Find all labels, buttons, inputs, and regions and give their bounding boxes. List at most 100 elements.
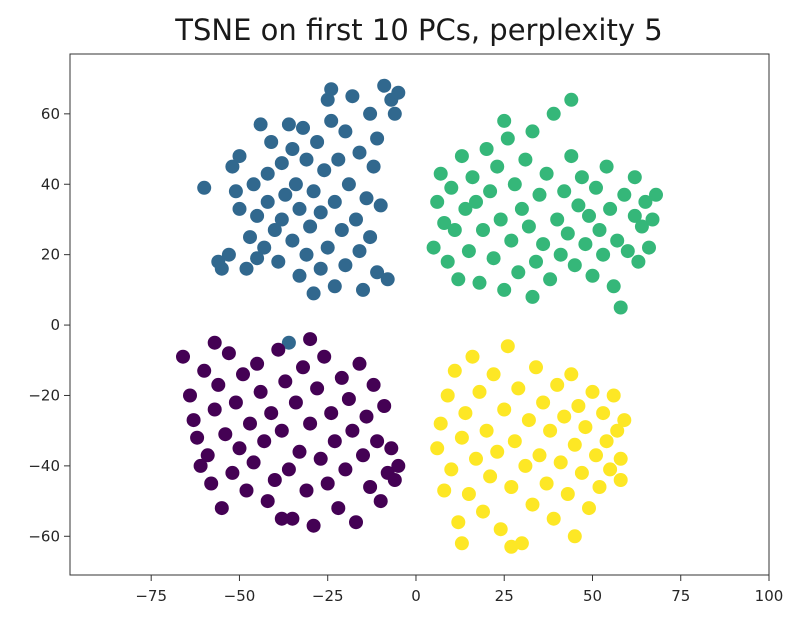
scatter-point bbox=[490, 444, 505, 459]
scatter-point bbox=[281, 117, 296, 132]
scatter-point bbox=[458, 406, 473, 421]
scatter-point bbox=[363, 230, 378, 245]
scatter-point bbox=[317, 163, 332, 178]
scatter-point bbox=[543, 272, 558, 287]
scatter-point bbox=[553, 247, 568, 262]
x-tick-label: 75 bbox=[671, 587, 690, 605]
x-tick-label: 0 bbox=[411, 587, 421, 605]
scatter-point bbox=[228, 395, 243, 410]
scatter-point bbox=[483, 469, 498, 484]
scatter-point bbox=[352, 145, 367, 160]
scatter-point bbox=[239, 261, 254, 276]
scatter-point bbox=[440, 254, 455, 269]
y-tick-label: 0 bbox=[50, 316, 60, 334]
scatter-point bbox=[285, 511, 300, 526]
scatter-point bbox=[606, 388, 621, 403]
scatter-point bbox=[306, 286, 321, 301]
scatter-point bbox=[207, 335, 222, 350]
scatter-point bbox=[536, 395, 551, 410]
chart-title: TSNE on first 10 PCs, perplexity 5 bbox=[174, 13, 662, 47]
scatter-point bbox=[493, 212, 508, 227]
scatter-point bbox=[338, 124, 353, 139]
scatter-point bbox=[550, 212, 565, 227]
scatter-point bbox=[324, 82, 339, 97]
scatter-point bbox=[507, 434, 522, 449]
scatter-point bbox=[334, 370, 349, 385]
scatter-point bbox=[320, 476, 335, 491]
scatter-point bbox=[469, 194, 483, 209]
scatter-point bbox=[260, 194, 275, 209]
scatter-point bbox=[585, 384, 600, 399]
scatter-point bbox=[472, 384, 487, 399]
scatter-point bbox=[567, 258, 582, 273]
scatter-point bbox=[380, 272, 395, 287]
scatter-point bbox=[236, 367, 250, 382]
scatter-point bbox=[532, 448, 547, 463]
scatter-point bbox=[627, 208, 642, 223]
scatter-point bbox=[246, 455, 261, 470]
scatter-point bbox=[207, 402, 222, 417]
scatter-point bbox=[221, 346, 236, 361]
scatter-point bbox=[592, 480, 607, 494]
scatter-point bbox=[292, 268, 307, 283]
scatter-point bbox=[296, 360, 310, 375]
scatter-point bbox=[356, 448, 370, 463]
scatter-point bbox=[271, 254, 286, 269]
scatter-point bbox=[232, 149, 247, 164]
scatter-point bbox=[529, 254, 543, 269]
scatter-point bbox=[567, 437, 582, 452]
scatter-point bbox=[465, 170, 480, 185]
scatter-point bbox=[454, 430, 469, 445]
scatter-point bbox=[338, 462, 353, 477]
scatter-point bbox=[479, 142, 494, 156]
scatter-point bbox=[257, 240, 272, 255]
scatter-point bbox=[225, 159, 240, 174]
scatter-point bbox=[560, 226, 575, 241]
scatter-point bbox=[483, 184, 498, 199]
scatter-point bbox=[599, 159, 614, 174]
scatter-point bbox=[190, 430, 205, 445]
scatter-point bbox=[288, 395, 303, 410]
scatter-point bbox=[571, 198, 586, 213]
scatter-point bbox=[564, 92, 579, 107]
scatter-point bbox=[589, 180, 603, 195]
scatter-point bbox=[387, 473, 402, 487]
scatter-point bbox=[331, 152, 346, 167]
scatter-point bbox=[497, 402, 512, 417]
scatter-point bbox=[437, 216, 452, 230]
y-axis: −60 −40 −20 0 20 40 60 bbox=[28, 105, 70, 545]
scatter-point bbox=[197, 363, 212, 378]
scatter-point bbox=[539, 476, 554, 491]
scatter-point bbox=[366, 377, 381, 392]
scatter-point bbox=[327, 194, 342, 209]
scatter-point bbox=[557, 409, 572, 424]
scatter-point bbox=[511, 265, 526, 280]
scatter-point bbox=[571, 399, 586, 413]
scatter-point bbox=[433, 166, 448, 181]
scatter-point bbox=[281, 462, 296, 477]
scatter-point bbox=[631, 254, 646, 269]
scatter-point bbox=[476, 223, 490, 237]
scatter-point bbox=[320, 92, 335, 107]
scatter-point bbox=[486, 251, 501, 266]
x-axis: −75 −50 −25 0 25 50 75 100 bbox=[135, 575, 783, 605]
points-layer bbox=[176, 78, 663, 554]
scatter-point bbox=[246, 177, 261, 192]
scatter-point bbox=[387, 106, 402, 121]
x-tick-label: −50 bbox=[224, 587, 256, 605]
scatter-point bbox=[200, 448, 215, 463]
scatter-point bbox=[451, 272, 466, 287]
scatter-point bbox=[341, 177, 356, 192]
scatter-point bbox=[451, 515, 466, 530]
scatter-point bbox=[469, 451, 483, 466]
scatter-point bbox=[511, 381, 526, 396]
scatter-point bbox=[493, 522, 508, 537]
scatter-point bbox=[447, 223, 462, 237]
scatter-point bbox=[539, 166, 554, 181]
scatter-point bbox=[334, 223, 349, 237]
scatter-point bbox=[490, 159, 505, 174]
scatter-point bbox=[507, 177, 522, 192]
scatter-point bbox=[274, 423, 289, 438]
scatter-point bbox=[426, 240, 441, 255]
scatter-point bbox=[267, 223, 282, 237]
